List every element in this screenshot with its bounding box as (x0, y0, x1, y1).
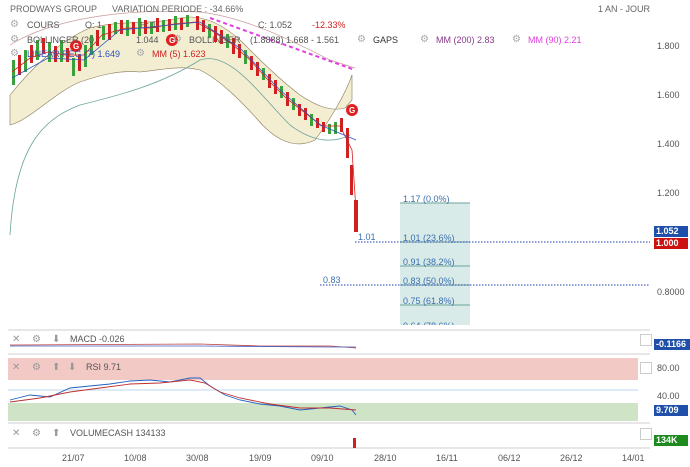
close-icon[interactable]: ✕ (12, 334, 21, 345)
arrow-down-icon[interactable]: ⬇ (68, 362, 77, 373)
regression-upper-line (9, 10, 356, 69)
x-tick: 10/08 (124, 453, 147, 463)
gear-icon[interactable]: ⚙ (10, 34, 19, 45)
x-tick: 14/01 (622, 453, 645, 463)
linear-reg-line (11, 21, 357, 141)
gear-icon[interactable]: ⚙ (512, 34, 521, 45)
pane-maximize-box[interactable] (640, 334, 652, 346)
mm90-label: MM (90) 2.21 (528, 35, 582, 45)
last-price-tag: 1.052 (654, 226, 688, 237)
gear-icon[interactable]: ⚙ (32, 362, 41, 373)
linear-reg-label: LINEAR REG (7) 1.649 (27, 49, 121, 59)
volume-bar (353, 438, 356, 448)
mm200-label: MM (200) 2.83 (436, 35, 495, 45)
svg-text:G: G (169, 36, 175, 45)
x-tick: 26/12 (560, 453, 583, 463)
fib-level: 0.75 (61.8%) (403, 296, 455, 306)
rsi-label: RSI 9.71 (86, 362, 122, 372)
level-price-tag: 1.000 (654, 238, 688, 249)
rsi-oversold-zone (8, 403, 638, 421)
bollinger1-label: BOLLINGER (20 (27, 35, 95, 45)
pane-maximize-box[interactable] (640, 362, 652, 374)
x-tick: 30/08 (186, 453, 209, 463)
gear-icon[interactable]: ⚙ (136, 48, 145, 59)
rsi-value-tag: 9.709 (654, 405, 688, 416)
svg-text:G: G (349, 106, 355, 115)
close-icon[interactable]: ✕ (12, 362, 21, 373)
cours-open: O: 1 (85, 20, 103, 30)
gear-icon[interactable]: ⚙ (10, 48, 19, 59)
bollinger1-value: 1.044 (136, 35, 159, 45)
y-tick: 0.8000 (657, 287, 685, 297)
macd-label: MACD -0.026 (70, 334, 125, 344)
cours-close: C: 1.052 (258, 20, 293, 30)
macd-value-tag: -0.1166 (654, 339, 690, 350)
arrow-down-icon[interactable]: ⬇ (52, 334, 61, 345)
fib-level: 0.83 (50.0%) (403, 276, 455, 286)
arrow-up-icon[interactable]: ⬆ (52, 428, 61, 439)
rsi-axis-tick: 80.00 (657, 363, 680, 373)
period-variation: VARIATION PERIODE : -34.66% (112, 4, 244, 14)
y-tick: 1.200 (657, 188, 680, 198)
fib-level: 1.01 (23.6%) (403, 233, 455, 243)
cours-change: -12.33% (312, 20, 346, 30)
volume-label: VOLUMECASH 134133 (70, 428, 166, 438)
target-annotation: 0.83 (323, 275, 341, 285)
gear-icon[interactable]: ⚙ (357, 34, 366, 45)
gear-icon[interactable]: ⚙ (32, 334, 41, 345)
bollinger2-values: (1.8888) 1.668 - 1.561 (250, 35, 340, 45)
fib-level: 1.17 (0.0%) (403, 194, 450, 204)
bollinger2-label: BOLLINGER (189, 35, 241, 45)
svg-text:G: G (73, 42, 79, 51)
arrow-up-icon[interactable]: ⬆ (52, 362, 61, 373)
low-annotation: 1.01 (358, 232, 376, 242)
fib-level: 0.91 (38.2%) (403, 257, 455, 267)
gap-marker-1 (70, 40, 82, 52)
rsi-axis-tick: 40.00 (657, 391, 680, 401)
gap-marker-3 (346, 104, 358, 116)
x-tick: 09/10 (311, 453, 334, 463)
gear-icon[interactable]: ⚙ (10, 19, 19, 30)
close-icon[interactable]: ✕ (12, 428, 21, 439)
period-selector[interactable]: 1 AN - JOUR (598, 4, 651, 14)
rsi-line (9, 377, 357, 416)
x-tick: 28/10 (374, 453, 397, 463)
x-tick: 19/09 (249, 453, 272, 463)
regression-lower-line (9, 58, 351, 236)
x-tick: 16/11 (436, 453, 458, 463)
cours-label: COURS (27, 20, 60, 30)
gap-marker-2 (166, 34, 178, 46)
pane-maximize-box[interactable] (640, 428, 652, 440)
y-tick: 1.800 (657, 41, 680, 51)
gaps-label: GAPS (373, 35, 399, 45)
gear-icon[interactable]: ⚙ (32, 428, 41, 439)
y-tick: 1.600 (657, 90, 680, 100)
x-tick: 06/12 (498, 453, 521, 463)
gear-icon[interactable]: ⚙ (420, 34, 429, 45)
cours-high: H: 1 (140, 20, 157, 30)
fib-level: 0.64 (78.6%) (403, 321, 455, 331)
instrument-title: PRODWAYS GROUP (10, 4, 98, 14)
mm5-label: MM (5) 1.623 (152, 49, 206, 59)
bollinger-band (9, 16, 353, 145)
mm-dashed-line (209, 17, 356, 71)
y-tick: 1.400 (657, 139, 680, 149)
x-tick: 21/07 (62, 453, 85, 463)
volume-value-tag: 134K (654, 435, 688, 446)
gear-icon[interactable]: ⚙ (173, 34, 182, 45)
rsi-overbought-zone (8, 358, 638, 380)
